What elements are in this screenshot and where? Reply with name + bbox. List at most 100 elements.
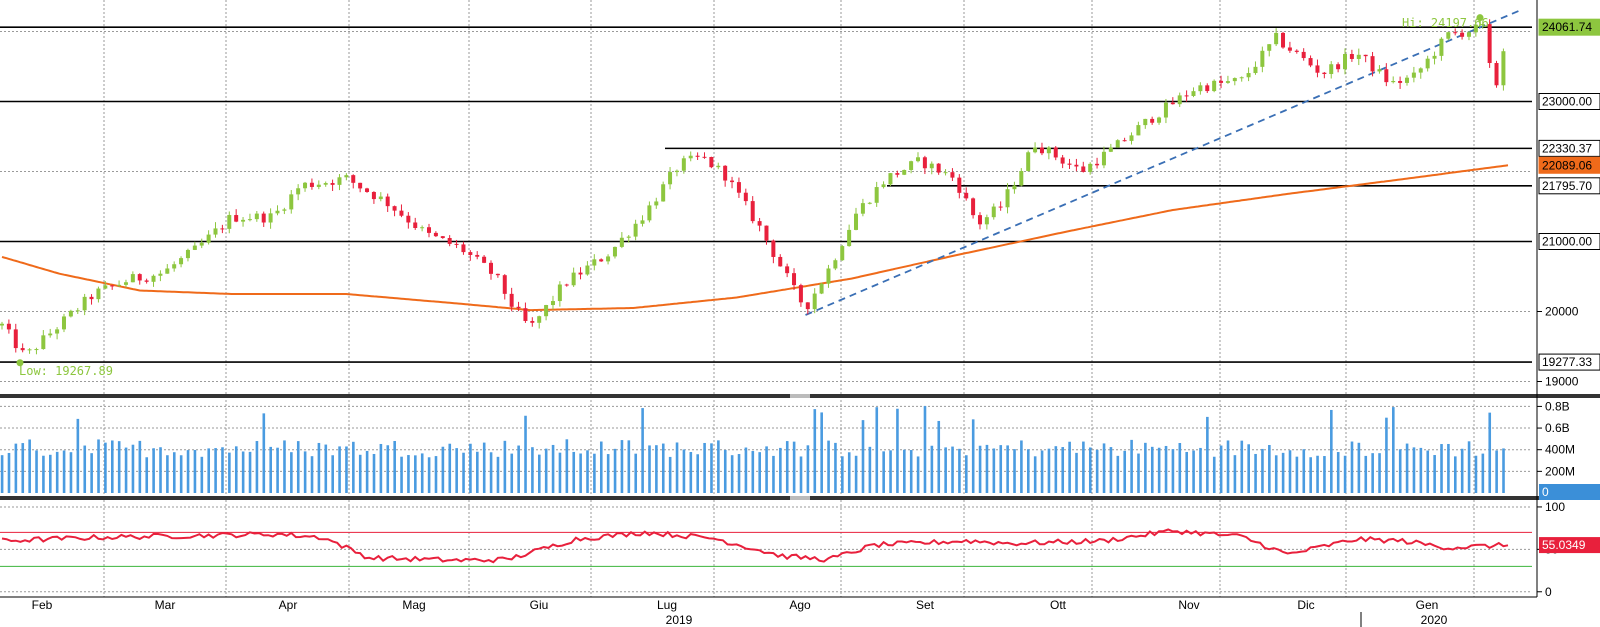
volume-bar [489,452,493,493]
candle-body [495,273,500,276]
volume-bar [1082,441,1085,493]
volume-bar [1467,441,1471,493]
volume-bar [407,455,410,493]
candle-body [268,213,273,223]
candle-body [475,254,480,257]
volume-bar [352,441,355,493]
volume-bar [455,448,458,493]
volume-bar [951,446,954,493]
volume-bar [875,407,879,493]
volume-bar [806,445,810,493]
candle-body [399,210,404,216]
year-label: 2019 [666,613,693,627]
candle-body [1425,58,1430,69]
volume-bar [255,441,259,493]
candle-body [991,206,996,218]
candle-body [488,262,493,274]
month-label: Gen [1416,598,1439,612]
volume-bar [1123,450,1127,493]
candle-body [1074,164,1079,167]
volume-bar [985,444,989,493]
volume-bar [1075,452,1078,493]
volume-bar [1040,450,1044,493]
volume-bar [0,455,4,493]
price-tag-box [1538,156,1600,174]
volume-bar [1192,450,1195,493]
volume-bar [1392,407,1395,493]
candle-body [199,242,204,246]
volume-bar [868,446,872,493]
candle-body [771,240,776,257]
candle-body [1432,55,1437,59]
panel-divider-handle [790,394,810,398]
volume-bar [69,452,73,493]
candle-body [1246,73,1251,78]
volume-bar [379,443,383,493]
volume-bar [310,456,314,493]
volume-bar [228,452,231,493]
candle-body [847,229,852,247]
volume-bar [1068,441,1071,493]
low-marker-dot [16,359,24,367]
candle-body [144,280,149,282]
candle-body [323,183,328,185]
volume-bar [138,440,142,493]
candle-body [874,187,879,203]
volume-bar [971,419,975,493]
volume-bar [992,448,996,493]
candle-body [1349,54,1354,59]
candle-body [805,302,810,310]
candle-body [75,310,80,312]
volume-bar [1281,452,1285,493]
price-tag: 21000.00 [1542,235,1592,249]
volume-bar [1302,449,1306,493]
candle-body [860,203,865,214]
volume-bar [97,439,100,493]
grid-lines [0,0,1532,597]
volume-bar [317,442,321,493]
volume-bar [538,454,541,493]
candle-body [351,175,356,183]
volume-bar [861,420,865,493]
volume-bar [269,446,273,493]
candle-body [158,273,163,276]
low-annotation: Low: 19267.89 [19,364,113,378]
candle-body [41,335,46,350]
candle-body [661,184,666,202]
candle-body [1267,44,1272,51]
month-label: Lug [657,598,677,612]
candle-body [909,161,914,170]
volume-bar [1288,450,1292,493]
candle-body [1019,171,1024,186]
volume-bar [978,445,982,493]
candle-body [1170,102,1175,105]
volume-bar [1219,445,1223,493]
volume-bar [586,450,589,493]
candle-body [1281,32,1286,48]
candle-body [1060,157,1065,164]
candle-body [902,169,907,175]
volume-bar [930,445,934,493]
candle-body [137,274,142,281]
volume-bar [751,451,755,493]
candle-body [117,284,122,286]
candle-body [702,156,707,158]
candle-body [867,202,872,204]
volume-bar [772,455,775,493]
volume-bar [599,441,603,493]
volume-bar [1137,453,1140,493]
volume-bar [152,448,155,493]
candle-body [640,220,645,224]
volume-bar [1419,447,1423,493]
candle-body [1370,56,1375,72]
price-tick-label: 20000 [1545,305,1579,319]
volume-bar [1130,439,1133,493]
volume-bar [7,452,11,493]
month-label: Dic [1297,598,1314,612]
volume-bar [1088,447,1092,493]
volume-bar [166,455,169,493]
candle-body [1446,32,1451,39]
panel-separators[interactable] [0,394,1600,598]
candle-body [1163,102,1168,118]
volume-bar [1330,409,1333,493]
